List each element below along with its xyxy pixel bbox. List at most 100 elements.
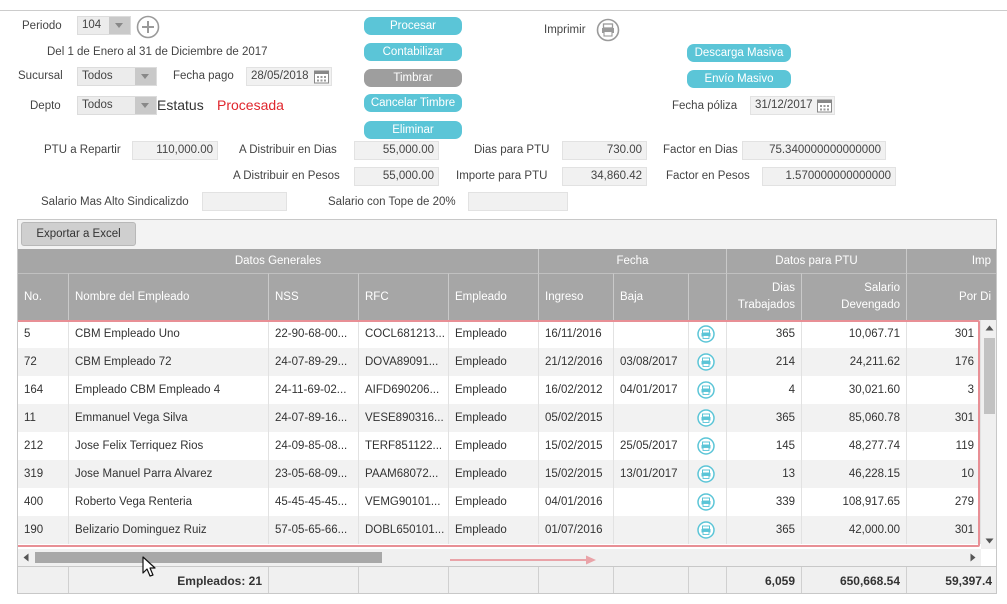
cell-no: 164 (18, 376, 69, 404)
print-receipt-icon[interactable] (697, 521, 715, 539)
fecha-pago-input[interactable]: 28/05/2018 (246, 67, 332, 86)
table-row[interactable]: 11 Emmanuel Vega Silva 24-07-89-16... VESE8… (18, 404, 981, 432)
table-row[interactable]: 190 Belizario Dominguez Ruiz 57-05-65-66..… (18, 516, 981, 544)
scroll-right-icon[interactable] (969, 553, 977, 562)
cell-nombre: Roberto Vega Renteria (69, 488, 269, 516)
vertical-scroll-thumb[interactable] (984, 338, 995, 414)
depto-select[interactable]: Todos (77, 96, 157, 115)
col-header-salario[interactable]: Salario Devengado (802, 273, 907, 320)
fecha-poliza-input[interactable]: 31/12/2017 (750, 96, 835, 115)
table-row[interactable]: 319 Jose Manuel Parra Alvarez 23-05-68-09.… (18, 460, 981, 488)
cell-nombre: Jose Manuel Parra Alvarez (69, 460, 269, 488)
scroll-left-icon[interactable] (22, 553, 30, 562)
calendar-icon[interactable] (816, 98, 833, 113)
estatus-label: Estatus (157, 97, 204, 113)
dist-dias-field[interactable]: 55,000.00 (354, 141, 439, 160)
horizontal-scroll-thumb[interactable] (35, 552, 382, 563)
print-receipt-icon[interactable] (697, 409, 715, 427)
cell-no: 319 (18, 460, 69, 488)
print-receipt-icon[interactable] (697, 325, 715, 343)
vertical-scrollbar[interactable] (981, 320, 996, 549)
cell-empleado: Empleado (449, 432, 539, 460)
periodo-select[interactable]: 104 (77, 16, 131, 35)
grid-toolbar: Exportar a Excel (18, 220, 996, 249)
sucursal-select[interactable]: Todos (77, 67, 157, 86)
table-row[interactable]: 72 CBM Empleado 72 24-07-89-29... DOVA89091… (18, 348, 981, 376)
timbrar-button[interactable]: Timbrar (364, 69, 462, 87)
print-receipt-icon[interactable] (697, 381, 715, 399)
cell-baja: 13/01/2017 (614, 460, 689, 488)
ptu-repartir-field[interactable]: 110,000.00 (132, 141, 218, 160)
print-receipt-icon[interactable] (697, 353, 715, 371)
envio-masivo-button[interactable]: Envío Masivo (687, 70, 791, 88)
table-row[interactable]: 5 CBM Empleado Uno 22-90-68-00... COCL68121… (18, 320, 981, 348)
fecha-poliza-value: 31/12/2017 (755, 99, 813, 111)
col-header-rfc[interactable]: RFC (359, 273, 449, 320)
cell-no: 400 (18, 488, 69, 516)
cell-ingreso: 21/12/2016 (539, 348, 614, 376)
group-header-datos-generales: Datos Generales (18, 249, 539, 273)
cell-print (689, 404, 727, 432)
cell-dias: 4 (727, 376, 802, 404)
cell-dias: 365 (727, 516, 802, 544)
cell-pordia: 301 (907, 516, 981, 544)
col-header-no[interactable]: No. (18, 273, 69, 320)
add-period-icon[interactable] (136, 15, 160, 39)
col-header-salario-line1: Salario (864, 282, 900, 294)
col-header-dias[interactable]: Dias Trabajados (727, 273, 802, 320)
table-row[interactable]: 212 Jose Felix Terriquez Rios 24-09-85-08.… (18, 432, 981, 460)
dias-ptu-field[interactable]: 730.00 (562, 141, 647, 160)
cell-ingreso: 15/02/2015 (539, 460, 614, 488)
footer-cell (359, 567, 449, 593)
factor-pesos-field[interactable]: 1.570000000000000 (762, 167, 896, 186)
dist-pesos-field[interactable]: 55,000.00 (354, 167, 439, 186)
cell-ingreso: 01/07/2016 (539, 516, 614, 544)
table-row[interactable]: 400 Roberto Vega Renteria 45-45-45-45... VE… (18, 488, 981, 516)
procesar-button[interactable]: Procesar (364, 17, 462, 35)
col-header-pordia[interactable]: Por Di (907, 273, 996, 320)
cell-print (689, 320, 727, 348)
scroll-down-icon[interactable] (985, 537, 994, 545)
salario-alto-field[interactable] (202, 192, 287, 211)
importe-ptu-field[interactable]: 34,860.42 (562, 167, 647, 186)
cell-dias: 365 (727, 320, 802, 348)
col-header-nombre[interactable]: Nombre del Empleado (69, 273, 269, 320)
print-receipt-icon[interactable] (697, 465, 715, 483)
cell-nss: 23-05-68-09... (269, 460, 359, 488)
table-row[interactable]: 164 Empleado CBM Empleado 4 24-11-69-02...… (18, 376, 981, 404)
periodo-value: 104 (82, 19, 102, 31)
col-header-ingreso[interactable]: Ingreso (539, 273, 614, 320)
col-header-empleado[interactable]: Empleado (449, 273, 539, 320)
cell-empleado: Empleado (449, 320, 539, 348)
horizontal-scrollbar[interactable] (18, 549, 981, 566)
col-header-baja[interactable]: Baja (614, 273, 689, 320)
descarga-masiva-button[interactable]: Descarga Masiva (687, 44, 791, 62)
eliminar-button[interactable]: Eliminar (364, 121, 462, 139)
cell-baja: 04/01/2017 (614, 376, 689, 404)
cell-dias: 339 (727, 488, 802, 516)
factor-dias-field[interactable]: 75.340000000000000 (742, 141, 886, 160)
cell-nss: 24-07-89-29... (269, 348, 359, 376)
cell-pordia: 3 (907, 376, 981, 404)
factor-pesos-label: Factor en Pesos (666, 170, 750, 182)
cell-dias: 13 (727, 460, 802, 488)
fecha-pago-label: Fecha pago (173, 70, 234, 82)
cancelar-timbre-button[interactable]: Cancelar Timbre (364, 94, 462, 112)
footer-cell (614, 567, 689, 593)
cell-rfc: TERF851122... (359, 432, 449, 460)
scroll-up-icon[interactable] (985, 324, 994, 332)
printer-icon[interactable] (596, 18, 620, 42)
footer-empleados-count: Empleados: 21 (69, 567, 269, 593)
contabilizar-button[interactable]: Contabilizar (364, 43, 462, 61)
salario-tope-label: Salario con Tope de 20% (328, 196, 456, 208)
ptu-grid: Exportar a Excel Datos Generales Fecha D… (17, 219, 997, 594)
print-receipt-icon[interactable] (697, 493, 715, 511)
print-receipt-icon[interactable] (697, 437, 715, 455)
col-header-nss[interactable]: NSS (269, 273, 359, 320)
export-excel-button[interactable]: Exportar a Excel (21, 222, 136, 246)
cell-no: 212 (18, 432, 69, 460)
cell-baja (614, 488, 689, 516)
cell-baja (614, 320, 689, 348)
salario-tope-field[interactable] (468, 192, 568, 211)
calendar-icon[interactable] (313, 69, 330, 84)
